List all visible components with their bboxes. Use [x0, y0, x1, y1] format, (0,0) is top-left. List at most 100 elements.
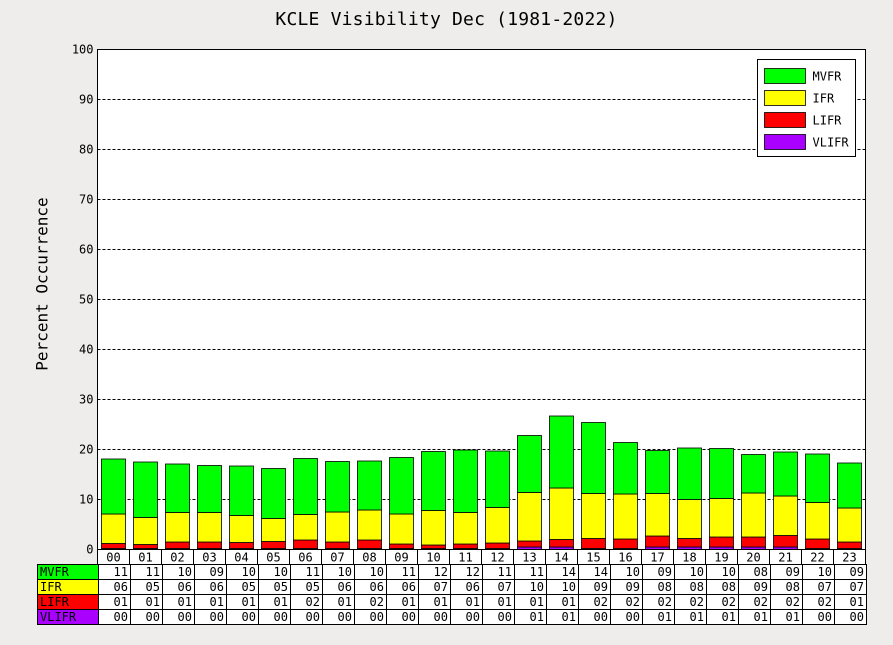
bar-segment-mvfr-04: [229, 465, 254, 516]
grid-lines: [97, 99, 866, 500]
bar-segment-lifr-07: [325, 541, 350, 549]
bar-segment-mvfr-09: [389, 457, 414, 515]
y-tick-label: 90: [79, 93, 93, 107]
table-cell: 01: [226, 594, 259, 610]
table-cell: 10: [354, 564, 387, 580]
table-cell: 00: [578, 609, 611, 625]
bar-segment-mvfr-22: [805, 453, 830, 503]
y-tick-labels: 0 10 20 30 40 50 60 70 80 90 100: [72, 43, 94, 557]
bar-segment-lifr-12: [485, 542, 510, 549]
table-cell: 02: [290, 594, 323, 610]
bar-segment-ifr-21: [773, 495, 798, 536]
table-cell: 10: [162, 564, 195, 580]
table-cell: 01: [706, 609, 739, 625]
legend-swatch-mvfr: [764, 68, 806, 84]
table-cell: 11: [386, 564, 419, 580]
bar-segment-ifr-14: [549, 487, 574, 540]
y-tick-label: 80: [79, 143, 93, 157]
table-cell: 10: [610, 564, 643, 580]
bar-segment-mvfr-05: [261, 468, 286, 519]
legend-label-mvfr: MVFR: [813, 70, 843, 84]
table-cell: 00: [290, 609, 323, 625]
table-cell: 08: [706, 579, 739, 595]
bar-segment-ifr-03: [197, 512, 222, 543]
bar-segment-ifr-05: [261, 518, 286, 542]
table-cell: 02: [706, 594, 739, 610]
table-cell: 02: [738, 594, 771, 610]
bar-segment-lifr-16: [613, 538, 638, 549]
x-tick-labels: 00 01 02 03 04 05 06 07 08 09 10 11 12 13 14 15 16 17 18 19…: [97, 549, 866, 565]
table-row-vlifr: VLIFR 00 00 00 00 00 00 00 00 00 00 00 00 00 01 01 00 00 0…: [37, 609, 867, 625]
x-tick-label: 16: [618, 551, 632, 565]
bar-segment-mvfr-12: [485, 450, 510, 508]
bar-segment-ifr-16: [613, 493, 638, 540]
bar-segment-lifr-09: [389, 543, 414, 549]
bar-segment-ifr-17: [645, 493, 670, 537]
y-tick-label: 70: [79, 193, 93, 207]
data-table: MVFR 11 11 10 09 10 10 11 10 10 11 12 12 11 11 14 14 10 09…: [37, 564, 867, 625]
table-cell: 01: [738, 609, 771, 625]
table-cell: 01: [546, 594, 579, 610]
bar-segment-mvfr-20: [741, 454, 766, 494]
table-cell: 01: [770, 609, 803, 625]
table-row-label: MVFR: [37, 564, 99, 580]
bar-segment-ifr-20: [741, 492, 766, 538]
x-tick-label: 12: [490, 551, 504, 565]
bar-segment-mvfr-11: [453, 449, 478, 513]
table-cell: 06: [194, 579, 227, 595]
table-cell: 07: [418, 579, 451, 595]
table-row-ifr: IFR 06 05 06 06 05 05 05 06 06 06 07 06 07 10 10 09 09 08 0…: [37, 579, 867, 595]
y-tick-label: 40: [79, 343, 93, 357]
x-tick-label: 17: [650, 551, 664, 565]
table-row-label: VLIFR: [37, 609, 99, 625]
table-cell: 02: [354, 594, 387, 610]
bar-segment-mvfr-17: [645, 450, 670, 494]
bar-segment-lifr-20: [741, 536, 766, 548]
table-cell: 10: [546, 579, 579, 595]
bar-segment-lifr-22: [805, 538, 830, 549]
bar-segment-ifr-11: [453, 512, 478, 545]
bar-segment-ifr-12: [485, 507, 510, 544]
table-cell: 09: [642, 564, 675, 580]
table-cell: 00: [418, 609, 451, 625]
bar-segment-lifr-14: [549, 539, 574, 548]
bar-segment-ifr-15: [581, 493, 606, 539]
bar-segment-ifr-22: [805, 502, 830, 540]
table-cell: 01: [450, 594, 483, 610]
table-cell: 01: [322, 594, 355, 610]
table-cell: 01: [194, 594, 227, 610]
table-cell: 01: [546, 609, 579, 625]
bar-segment-ifr-08: [357, 509, 382, 541]
x-tick-label: 09: [394, 551, 408, 565]
table-cell: 02: [610, 594, 643, 610]
bar-segment-mvfr-10: [421, 451, 446, 511]
bar-segment-lifr-05: [261, 541, 286, 549]
x-tick-label: 03: [202, 551, 216, 565]
table-cell: 01: [386, 594, 419, 610]
bar-segment-lifr-08: [357, 539, 382, 549]
table-cell: 05: [290, 579, 323, 595]
bar-segment-lifr-06: [293, 539, 318, 549]
legend-swatch-ifr: [764, 90, 806, 106]
legend-label-lifr: LIFR: [813, 114, 843, 128]
x-tick-label: 22: [810, 551, 824, 565]
x-tick-label: 01: [138, 551, 152, 565]
bar-segment-ifr-04: [229, 515, 254, 543]
table-cell: 12: [418, 564, 451, 580]
x-tick-label: 02: [170, 551, 184, 565]
bar-segment-mvfr-16: [613, 442, 638, 495]
table-cell: 02: [578, 594, 611, 610]
table-cell: 00: [162, 609, 195, 625]
table-cell: 08: [770, 579, 803, 595]
table-cell: 02: [770, 594, 803, 610]
bar-segment-mvfr-21: [773, 451, 798, 497]
bar-segment-ifr-06: [293, 514, 318, 541]
bar-segment-mvfr-06: [293, 458, 318, 515]
table-cell: 01: [834, 594, 867, 610]
table-cell: 14: [578, 564, 611, 580]
table-cell: 11: [290, 564, 323, 580]
table-cell: 01: [514, 594, 547, 610]
bar-segment-ifr-13: [517, 492, 542, 542]
x-tick-label: 19: [714, 551, 728, 565]
